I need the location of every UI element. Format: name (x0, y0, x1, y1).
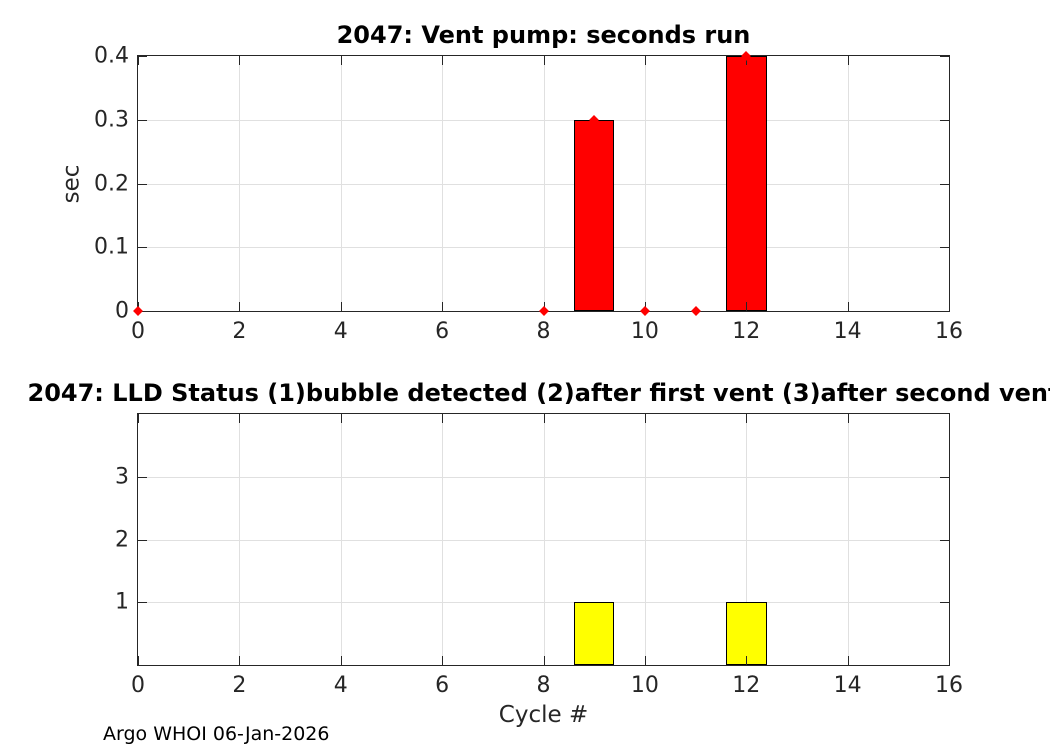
y-tick-mark (138, 311, 147, 312)
x-tick-mark-top (442, 414, 444, 423)
y-axis-label-text: sec (58, 164, 84, 203)
x-tick-mark (239, 656, 241, 665)
y-tick-label: 0.2 (94, 171, 129, 196)
grid-line-horizontal (138, 476, 949, 478)
grid-line-horizontal (138, 119, 949, 121)
diamond-marker (538, 306, 549, 316)
x-tick-mark (949, 302, 950, 311)
y-tick-mark (138, 183, 147, 185)
lld-status-plot: 2047: LLD Status (1)bubble detected (2)a… (28, 379, 1050, 728)
x-tick-mark (746, 302, 748, 311)
data-bar (573, 602, 615, 665)
x-tick-label: 16 (935, 319, 963, 344)
vent-pump-plot-title: 2047: Vent pump: seconds run (336, 21, 751, 49)
grid-line-horizontal (138, 183, 949, 185)
x-tick-mark (340, 656, 342, 665)
x-tick-label: 8 (536, 673, 551, 698)
x-tick-mark-top (442, 56, 444, 65)
x-tick-mark-top (543, 414, 545, 423)
y-tick-label: 0.3 (94, 107, 129, 133)
diamond-marker (133, 306, 143, 316)
x-tick-mark-top (239, 414, 241, 423)
figure-footer-credit: Argo WHOI 06-Jan-2026 (103, 723, 330, 745)
x-tick-label: 16 (935, 673, 963, 698)
x-tick-mark (340, 302, 342, 311)
x-tick-mark-top (340, 414, 342, 423)
x-tick-mark-top (138, 414, 139, 423)
y-tick-mark-right (940, 476, 949, 478)
x-tick-label: 10 (630, 319, 659, 344)
x-tick-label: 0 (131, 319, 145, 344)
x-tick-mark-top (543, 56, 545, 65)
x-tick-mark (847, 656, 849, 665)
y-tick-mark (138, 602, 147, 604)
x-tick-label: 8 (536, 319, 551, 344)
x-tick-label: 0 (131, 673, 145, 698)
grid-line-horizontal (138, 539, 949, 541)
x-tick-mark-top (949, 414, 950, 423)
x-tick-label: 12 (732, 673, 761, 698)
vent-pump-plot: 2047: Vent pump: seconds run sec 0 2 4 6 8 10… (58, 21, 963, 344)
diamond-marker (690, 306, 701, 316)
y-tick-mark-right (940, 602, 949, 604)
x-tick-mark (847, 302, 849, 311)
y-tick-mark (138, 56, 147, 57)
x-tick-label: 14 (833, 319, 862, 344)
y-tick-mark-right (940, 56, 949, 57)
y-tick-label: 0.1 (94, 234, 129, 260)
y-tick-mark (138, 539, 147, 541)
y-tick-mark (138, 247, 147, 249)
x-tick-mark (442, 302, 444, 311)
x-tick-label: 6 (435, 673, 450, 698)
x-tick-mark-top (949, 56, 950, 65)
data-bar (573, 119, 615, 311)
x-tick-label: 4 (333, 673, 348, 698)
y-tick-mark (138, 476, 147, 478)
x-axis-label: Cycle # (498, 702, 589, 728)
x-tick-mark-top (746, 56, 748, 65)
y-tick-mark-right (940, 183, 949, 185)
diamond-marker (639, 306, 650, 316)
lld-status-plot-title: 2047: LLD Status (1)bubble detected (2)a… (27, 379, 1050, 407)
x-tick-label: 6 (435, 319, 450, 344)
y-tick-mark (138, 119, 147, 121)
x-tick-mark (644, 656, 646, 665)
y-tick-mark-right (940, 539, 949, 541)
x-tick-mark-top (847, 56, 849, 65)
x-tick-label: 14 (833, 673, 862, 698)
y-tick-label: 0 (115, 298, 129, 324)
y-tick-label: 1 (115, 589, 129, 615)
y-tick-mark-right (940, 119, 949, 121)
x-tick-mark-top (138, 56, 139, 65)
x-tick-mark-top (746, 414, 748, 423)
x-tick-mark (949, 656, 950, 665)
x-tick-mark (442, 656, 444, 665)
x-tick-label: 2 (232, 673, 247, 698)
grid-line-horizontal (138, 602, 949, 604)
x-tick-mark-top (847, 414, 849, 423)
x-tick-label: 2 (232, 319, 247, 344)
x-tick-mark-top (239, 56, 241, 65)
x-tick-mark (746, 656, 748, 665)
x-tick-label: 10 (630, 673, 659, 698)
x-tick-label: 4 (333, 319, 348, 344)
data-bar (725, 602, 767, 665)
y-tick-mark-right (940, 311, 949, 312)
data-bar (725, 56, 767, 311)
x-tick-mark (543, 656, 545, 665)
y-tick-label: 2 (115, 527, 129, 552)
y-tick-label: 3 (115, 464, 129, 490)
y-tick-label: 0.4 (94, 43, 129, 69)
x-tick-mark-top (644, 56, 646, 65)
x-tick-mark-top (340, 56, 342, 65)
x-tick-mark (239, 302, 241, 311)
x-tick-mark (138, 656, 139, 665)
grid-line-horizontal (138, 247, 949, 249)
x-tick-label: 12 (732, 319, 761, 344)
vent-pump-y-axis-label: sec (50, 56, 92, 311)
y-tick-mark-right (940, 247, 949, 249)
x-tick-mark-top (644, 414, 646, 423)
